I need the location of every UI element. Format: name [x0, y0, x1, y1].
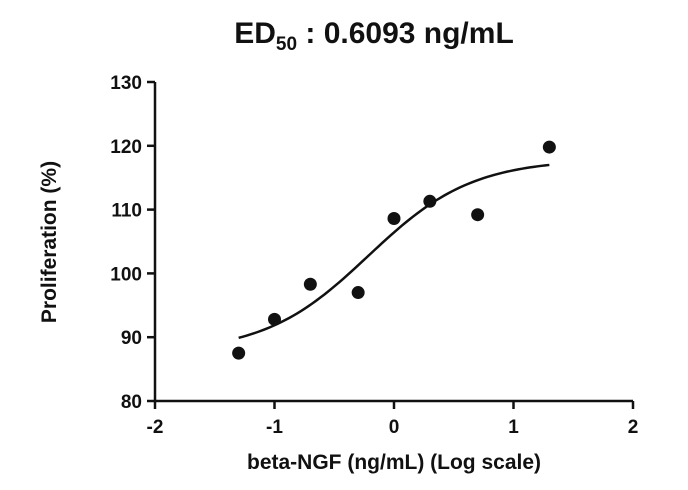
fit-curve	[238, 163, 550, 340]
y-tick-label: 100	[110, 264, 142, 285]
y-tick-label: 90	[121, 328, 142, 349]
x-tick-label: -2	[147, 417, 164, 438]
x-tick-label: 1	[508, 417, 519, 438]
x-axis-label: beta-NGF (ng/mL) (Log scale)	[247, 451, 541, 474]
data-point	[303, 277, 317, 291]
x-ticks: -2 -1 0 1 2	[147, 401, 639, 438]
data-point	[542, 140, 556, 154]
data-point	[471, 208, 485, 222]
data-point	[351, 286, 365, 300]
x-tick-label: -1	[266, 417, 283, 438]
chart-title-prefix: ED	[234, 17, 276, 50]
chart-title-subscript: 50	[276, 34, 297, 55]
data-point	[423, 194, 437, 208]
y-axis-label: Proliferation (%)	[38, 161, 61, 323]
x-tick-label: 0	[389, 417, 400, 438]
y-tick-label: 120	[110, 137, 142, 158]
data-points	[232, 140, 556, 360]
data-point	[232, 346, 246, 360]
y-tick-label: 110	[111, 201, 142, 222]
chart-title: ED50 : 0.6093 ng/mL	[234, 17, 514, 55]
chart-title-suffix: : 0.6093 ng/mL	[297, 17, 514, 50]
data-point	[387, 212, 401, 226]
y-tick-label: 80	[121, 392, 142, 413]
y-ticks: 80 90 100 110 120 130	[110, 73, 155, 413]
y-tick-label: 130	[110, 73, 142, 94]
data-point	[268, 312, 281, 326]
x-tick-label: 2	[628, 417, 639, 438]
